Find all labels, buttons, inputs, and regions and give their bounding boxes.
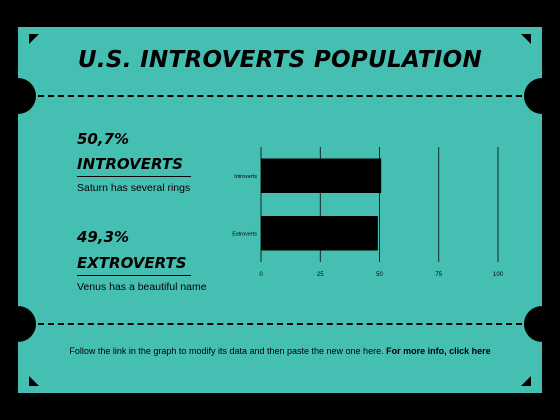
bottom-divider	[38, 323, 522, 325]
left-notch-top	[18, 78, 36, 114]
x-tick-label-100: 100	[493, 272, 504, 278]
right-notch-top	[524, 78, 542, 114]
bar-extroverts[interactable]	[261, 216, 378, 251]
more-info-link[interactable]: For more info, click here	[386, 346, 491, 356]
introverts-label: INTROVERTS	[77, 155, 191, 177]
x-tick-label-75: 75	[435, 272, 442, 278]
corner-mark-top-left	[29, 34, 39, 44]
footer-text: Follow the link in the graph to modify i…	[69, 346, 387, 356]
corner-mark-top-right	[521, 34, 531, 44]
bar-chart[interactable]: Introverts Extroverts 0 25 50 75 100	[218, 137, 518, 287]
x-tick-label-25: 25	[317, 272, 324, 278]
x-tick-label-0: 0	[259, 272, 263, 278]
x-tick-label-50: 50	[376, 272, 383, 278]
extroverts-percent: 49,3%	[77, 228, 130, 246]
category-label-introverts: Introverts	[234, 174, 257, 180]
bar-introverts[interactable]	[261, 158, 382, 194]
infographic-card: U.S. INTROVERTS POPULATION 50,7% INTROVE…	[18, 27, 542, 393]
category-label-extroverts: Extroverts	[232, 231, 257, 237]
extroverts-description: Venus has a beautiful name	[77, 281, 207, 293]
extroverts-label: EXTROVERTS	[77, 254, 191, 276]
introverts-percent: 50,7%	[77, 130, 130, 148]
corner-mark-bottom-left	[29, 376, 39, 386]
page-title: U.S. INTROVERTS POPULATION	[77, 47, 483, 73]
corner-mark-bottom-right	[521, 376, 531, 386]
right-notch-bottom	[524, 306, 542, 342]
top-divider	[38, 95, 522, 97]
introverts-description: Saturn has several rings	[77, 182, 191, 194]
footer-note: Follow the link in the graph to modify i…	[18, 346, 542, 356]
left-notch-bottom	[18, 306, 36, 342]
